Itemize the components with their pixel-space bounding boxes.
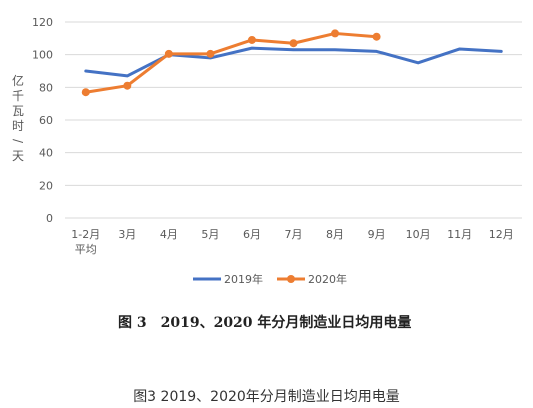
y-tick-label: 100 [32, 49, 53, 62]
legend-label: 2019年 [224, 272, 263, 286]
y-axis-label-char: 天 [12, 149, 24, 163]
series-line-0 [84, 46, 503, 78]
y-axis-label-char: 千 [12, 89, 24, 103]
bottom-caption: 图3 2019、2020年分月制造业日均用电量 [133, 389, 400, 405]
series-point [289, 39, 298, 48]
y-tick-label: 80 [39, 81, 53, 94]
y-tick-label: 40 [39, 147, 53, 160]
x-tick-label: 4月 [160, 228, 178, 241]
series-point [247, 35, 256, 44]
y-axis-label-char: / [11, 139, 25, 144]
x-tick-label: 11月 [447, 228, 472, 241]
y-tick-label: 20 [39, 179, 53, 192]
series-point [372, 32, 381, 41]
series-point [164, 49, 173, 58]
series-line-1 [84, 31, 379, 94]
x-tick-label: 10月 [406, 228, 431, 241]
figure-caption: 图 3 2019、2020 年分月制造业日均用电量 [118, 315, 412, 331]
x-tick-label: 9月 [368, 228, 386, 241]
series-point [331, 29, 340, 38]
x-tick-label: 8月 [326, 228, 344, 241]
series-point [123, 81, 132, 90]
x-tick-label: 3月 [118, 228, 136, 241]
y-tick-label: 60 [39, 114, 53, 127]
legend-label: 2020年 [308, 272, 347, 286]
x-tick-label: 6月 [243, 228, 261, 241]
y-tick-label: 0 [46, 212, 53, 225]
x-tick-label: 12月 [489, 228, 514, 241]
x-tick-label: 7月 [285, 228, 303, 241]
y-tick-label: 120 [32, 16, 53, 29]
series-point [81, 88, 90, 97]
x-tick-label: 1-2月 [71, 228, 100, 241]
legend-marker [287, 275, 295, 283]
x-tick-label: 5月 [201, 228, 219, 241]
y-axis-label-char: 瓦 [12, 104, 24, 118]
series-point [206, 49, 215, 58]
y-axis-label-char: 时 [12, 119, 24, 133]
y-axis-label-char: 亿 [12, 73, 24, 88]
x-tick-label: 平均 [75, 243, 97, 256]
